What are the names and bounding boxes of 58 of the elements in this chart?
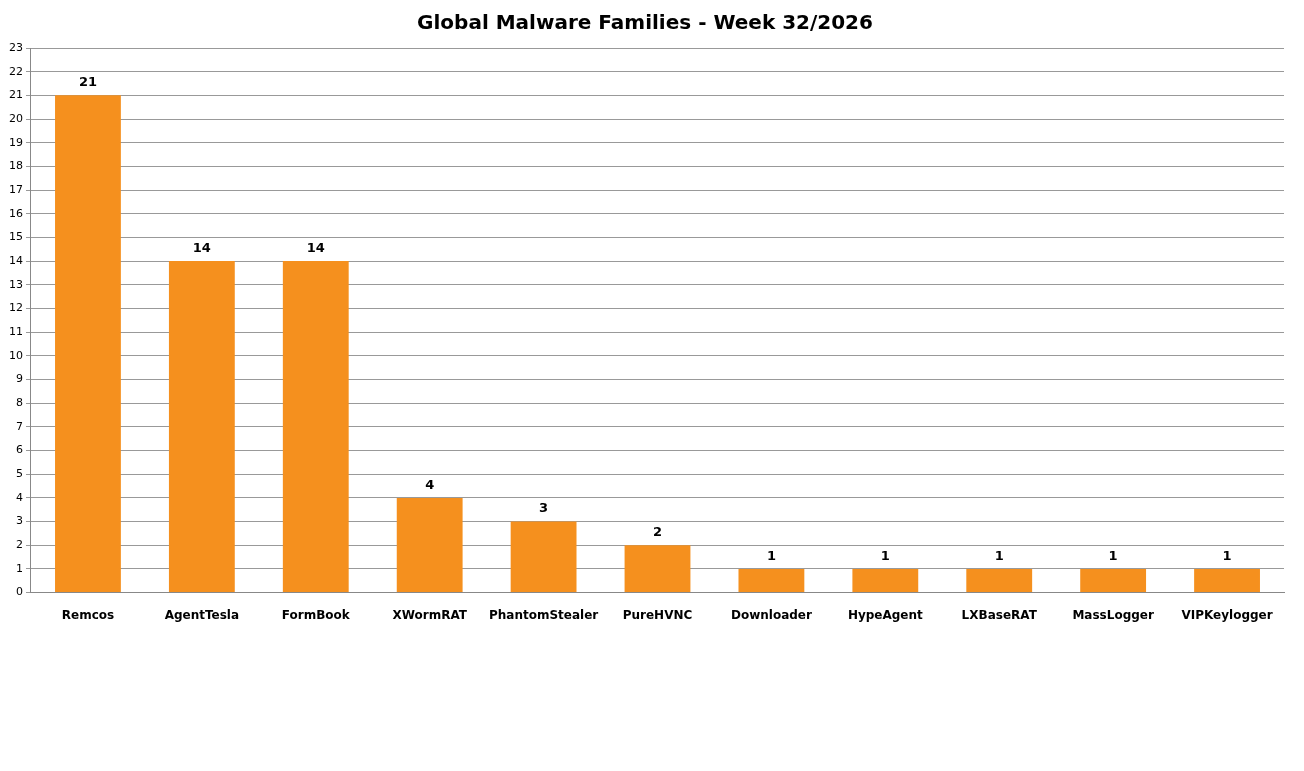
bar	[1194, 568, 1260, 593]
y-tick-label: 3	[16, 514, 23, 528]
data-label: 1	[880, 547, 890, 563]
y-tick-label: 15	[9, 230, 23, 244]
y-tick-label: 17	[9, 182, 23, 196]
bar	[510, 521, 577, 593]
x-tick-label: LXBaseRAT	[961, 607, 1038, 622]
y-tick-label: 12	[9, 301, 23, 315]
y-tick-label: 4	[16, 490, 23, 504]
y-tick-label: 20	[9, 111, 23, 125]
y-tick-label: 16	[9, 206, 23, 220]
y-tick-label: 9	[16, 372, 23, 386]
bar	[738, 568, 805, 593]
y-tick-label: 7	[16, 419, 23, 433]
x-tick-label: XWormRAT	[392, 607, 468, 622]
data-label: 14	[306, 239, 325, 255]
bar	[966, 568, 1033, 593]
x-tick-label: VIPKeylogger	[1181, 607, 1273, 622]
x-tick-label: PureHVNC	[622, 607, 693, 622]
y-tick-label: 13	[9, 277, 23, 291]
y-tick-label: 22	[9, 64, 23, 78]
y-tick-label: 2	[16, 538, 23, 552]
data-label: 2	[652, 524, 663, 540]
data-label: 3	[539, 500, 549, 516]
bar	[396, 497, 463, 593]
data-label: 1	[766, 547, 776, 563]
x-tick-label: MassLogger	[1072, 607, 1154, 622]
bar	[55, 95, 121, 593]
y-tick-label: 19	[9, 135, 23, 149]
bar	[168, 261, 235, 593]
data-label: 1	[1222, 547, 1232, 563]
y-tick-label: 6	[16, 443, 23, 457]
y-tick-label: 5	[16, 467, 23, 481]
y-tick-label: 11	[9, 325, 23, 338]
bar	[852, 568, 919, 593]
y-tick-label: 21	[9, 88, 23, 102]
bar	[624, 545, 691, 593]
x-tick-label: HypeAgent	[847, 607, 924, 622]
data-label: 14	[192, 239, 211, 255]
x-tick-label: FormBook	[281, 607, 351, 622]
y-tick-label: 14	[9, 253, 23, 267]
x-tick-label: PhantomStealer	[488, 607, 599, 622]
y-tick-label: 0	[16, 585, 23, 599]
bar	[282, 261, 349, 593]
x-tick-label: Downloader	[730, 607, 812, 622]
data-label: 1	[994, 547, 1004, 563]
data-label: 1	[1108, 547, 1118, 563]
y-tick-label: 8	[16, 396, 23, 410]
x-tick-label: Remcos	[61, 607, 115, 622]
chart-title: Global Malware Families - Week 32/2026	[417, 10, 873, 35]
y-tick-label: 18	[9, 159, 23, 173]
data-label: 4	[425, 476, 435, 492]
y-tick-label: 10	[9, 348, 23, 362]
y-tick-label: 23	[9, 40, 23, 54]
data-label: 21	[78, 74, 97, 90]
y-tick-label: 1	[16, 561, 23, 575]
x-tick-label: AgentTesla	[164, 607, 240, 622]
bar	[1080, 568, 1147, 593]
